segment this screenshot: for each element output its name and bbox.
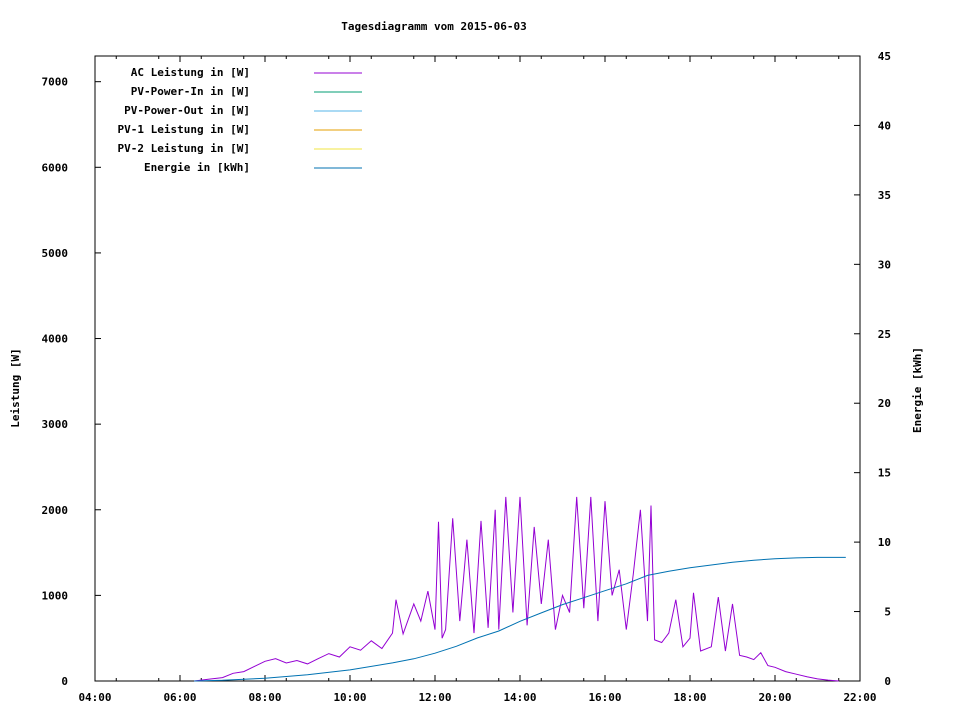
y-right-tick-label: 30 <box>878 258 891 271</box>
y-right-tick-label: 35 <box>878 189 891 202</box>
legend: AC Leistung in [W] PV-Power-In in [W] PV-P… <box>118 66 362 174</box>
y-right-tick-label: 20 <box>878 397 891 410</box>
y-left-tick-label: 0 <box>61 675 68 688</box>
x-tick-label: 08:00 <box>248 691 281 704</box>
x-tick-label: 20:00 <box>758 691 791 704</box>
x-tick-label: 04:00 <box>78 691 111 704</box>
chart-title: Tagesdiagramm vom 2015-06-03 <box>341 20 526 33</box>
series-line-0 <box>194 496 839 682</box>
legend-label: Energie in [kWh] <box>144 161 250 174</box>
series-layer <box>194 496 846 682</box>
y-left-tick-label: 3000 <box>42 418 69 431</box>
x-tick-label: 22:00 <box>843 691 876 704</box>
y-right-tick-label: 5 <box>884 606 891 619</box>
y-left-tick-label: 7000 <box>42 76 69 89</box>
y-right-tick-label: 10 <box>878 536 891 549</box>
x-tick-label: 14:00 <box>503 691 536 704</box>
y-left-tick-label: 5000 <box>42 247 69 260</box>
legend-label: AC Leistung in [W] <box>131 66 250 79</box>
y-right-tick-label: 15 <box>878 467 891 480</box>
x-tick-label: 12:00 <box>418 691 451 704</box>
legend-label: PV-Power-Out in [W] <box>124 104 250 117</box>
legend-label: PV-2 Leistung in [W] <box>118 142 250 155</box>
y-right-label: Energie [kWh] <box>911 347 924 433</box>
x-tick-label: 10:00 <box>333 691 366 704</box>
y-right-tick-label: 0 <box>884 675 891 688</box>
y-left-label: Leistung [W] <box>9 348 22 427</box>
x-tick-label: 18:00 <box>673 691 706 704</box>
y-left-axis: 0 1000 2000 3000 4000 5000 6000 7000 <box>42 76 101 688</box>
y-left-tick-label: 4000 <box>42 333 69 346</box>
legend-label: PV-Power-In in [W] <box>131 85 250 98</box>
series-line-5 <box>194 556 846 682</box>
y-right-tick-label: 25 <box>878 328 891 341</box>
x-tick-label: 06:00 <box>163 691 196 704</box>
y-right-tick-label: 45 <box>878 50 891 63</box>
x-tick-label: 16:00 <box>588 691 621 704</box>
y-right-tick-label: 40 <box>878 119 891 132</box>
y-left-tick-label: 1000 <box>42 589 69 602</box>
plot-border <box>94 55 861 682</box>
y-left-tick-label: 2000 <box>42 504 69 517</box>
y-right-axis: 0 5 10 15 20 25 30 35 40 45 <box>854 50 891 688</box>
y-left-tick-label: 6000 <box>42 161 69 174</box>
x-axis: 04:00 06:00 08:00 10:00 12:00 14:00 16:00 18:00… <box>78 56 877 704</box>
legend-label: PV-1 Leistung in [W] <box>118 123 250 136</box>
